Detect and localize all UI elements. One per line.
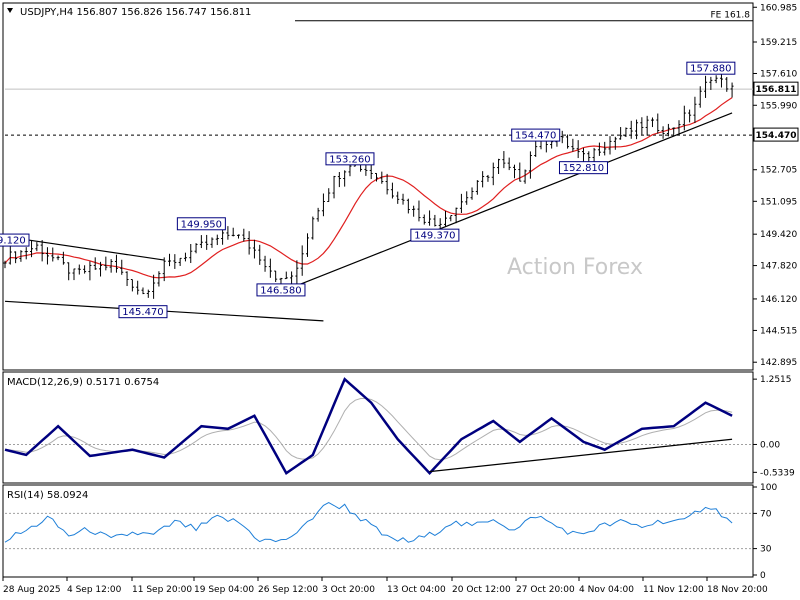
price-y-tick-label: 152.705 — [760, 166, 797, 176]
price-annotation-label: 149.370 — [414, 231, 455, 242]
x-tick-label: 27 Oct 20:00 — [516, 585, 575, 595]
rsi-y-tick-label: 0 — [760, 571, 766, 581]
price-annotation-box — [118, 305, 168, 319]
rsi-y-tick-label: 100 — [760, 483, 777, 493]
price-y-tick-label: 159.215 — [760, 38, 797, 48]
price-annotation-box — [0, 233, 30, 247]
rsi-y-tick-label: 30 — [760, 545, 772, 555]
price-annotation-label: 149.950 — [181, 219, 222, 230]
price-annotation-box — [256, 283, 306, 297]
price-annotation-box — [686, 61, 736, 75]
price-y-tick-label: 155.990 — [760, 101, 797, 111]
price-y-tick-label: 149.420 — [760, 230, 797, 240]
fe-level-label: FE 161.8 — [711, 11, 751, 21]
price-annotation-label: 152.810 — [563, 163, 604, 174]
price-annotation-box — [558, 161, 608, 175]
price-y-tick-label: 151.095 — [760, 197, 797, 207]
x-tick-label: 4 Nov 04:00 — [579, 585, 634, 595]
upper-channel-line[interactable] — [4, 235, 165, 261]
price-y-tick-label: 160.985 — [760, 3, 797, 13]
price-y-tick-label: 147.820 — [760, 262, 797, 272]
price-watermark: Action Forex — [507, 255, 643, 280]
support-level-tag: 154.470 — [753, 127, 799, 142]
price-annotation-label: 153.260 — [329, 154, 370, 165]
x-axis: 28 Aug 2025 4 Sep 12:00 11 Sep 20:00 19 Sep… — [2, 577, 768, 595]
macd-title: MACD(12,26,9) 0.5171 0.6754 — [7, 377, 159, 388]
macd-y-tick-label: 1.2515 — [760, 375, 792, 385]
current-price-tag: 156.811 — [753, 81, 799, 96]
x-tick-label: 11 Sep 20:00 — [132, 585, 192, 595]
price-annotation-box — [176, 217, 226, 231]
x-tick-label: 4 Sep 12:00 — [67, 585, 122, 595]
price-panel[interactable]: Action Forex USDJPY,H4 156.807 156.826 1… — [0, 2, 799, 371]
moving-average-line — [4, 97, 733, 279]
price-annotation-box — [410, 228, 460, 242]
x-tick-label: 13 Oct 04:00 — [387, 585, 446, 595]
macd-line — [4, 377, 733, 476]
price-y-tick-label: 157.610 — [760, 69, 797, 79]
x-tick-label: 20 Oct 12:00 — [452, 585, 511, 595]
rsi-panel[interactable]: RSI(14) 58.0924 100 70 30 0 — [2, 483, 777, 581]
rsi-title: RSI(14) 58.0924 — [7, 490, 88, 501]
macd-y-tick-label: 0.00 — [760, 440, 780, 450]
x-tick-label: 28 Aug 2025 — [3, 585, 61, 595]
price-annotation-label: 157.880 — [690, 64, 731, 75]
x-tick-label: 3 Oct 20:00 — [322, 585, 375, 595]
x-tick-label: 18 Nov 20:00 — [707, 585, 768, 595]
price-annotation-label: 154.470 — [515, 131, 556, 142]
price-y-tick-label: 144.515 — [760, 326, 797, 336]
price-annotation-label: 146.580 — [260, 285, 301, 296]
price-annotation-label: 145.470 — [122, 307, 163, 318]
svg-text:156.811: 156.811 — [756, 85, 797, 95]
x-tick-label: 26 Sep 12:00 — [258, 585, 318, 595]
x-tick-label: 11 Nov 12:00 — [643, 585, 704, 595]
rising-trendline[interactable] — [296, 112, 733, 287]
price-annotation-box — [325, 152, 375, 166]
x-tick-label: 19 Sep 04:00 — [194, 585, 254, 595]
rsi-y-tick-label: 70 — [760, 509, 772, 519]
macd-panel[interactable]: MACD(12,26,9) 0.5171 0.6754 1.2515 0.00 -0… — [2, 371, 795, 484]
price-y-tick-label: 142.895 — [760, 358, 797, 368]
dropdown-triangle-icon[interactable] — [7, 8, 13, 13]
symbol-header: USDJPY,H4 156.807 156.826 156.747 156.81… — [20, 7, 251, 18]
macd-y-tick-label: -0.5339 — [760, 468, 795, 478]
svg-text:154.470: 154.470 — [756, 131, 797, 141]
rsi-line — [4, 502, 733, 543]
price-y-tick-label: 146.120 — [760, 295, 797, 305]
macd-trendline[interactable] — [429, 438, 733, 473]
price-annotation-label: 149.120 — [0, 236, 26, 247]
price-annotation-box — [511, 128, 561, 142]
